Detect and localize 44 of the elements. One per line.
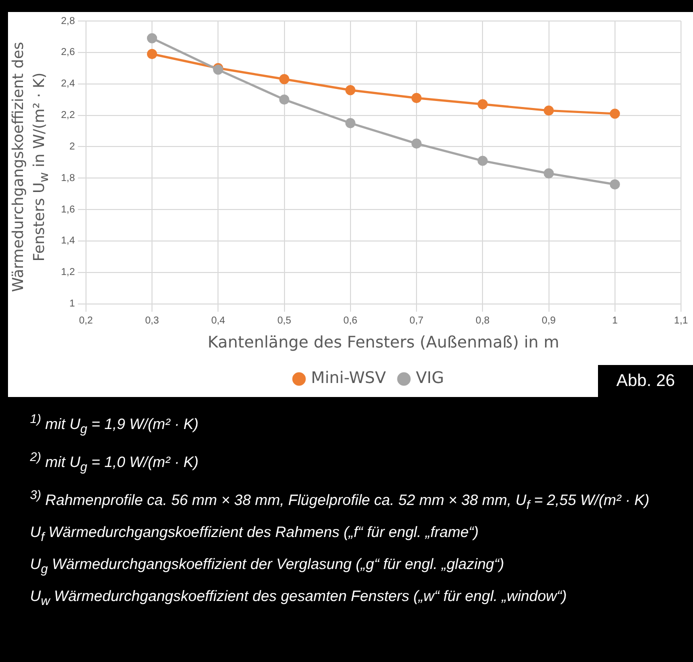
legend-label: Mini-WSV <box>311 368 386 388</box>
y-tick-label: 2,8 <box>60 16 76 27</box>
point <box>146 33 158 44</box>
point <box>610 108 620 119</box>
caption: Abb. 26 <box>598 365 693 397</box>
y-tick-label: 2,2 <box>60 110 76 122</box>
x-tick-label: 0,6 <box>343 316 358 327</box>
x-tick-label: 0,3 <box>145 316 160 327</box>
y-tick-label: 1,2 <box>60 267 76 278</box>
point <box>411 138 422 149</box>
y-tick-label: 1,8 <box>60 172 76 184</box>
x-tick-label: 0,8 <box>476 316 490 327</box>
legend-label: VIG <box>416 368 444 388</box>
point <box>544 168 554 178</box>
text: U$_{w}$ Wärmedurchgangskoeffizient des gesamten Fensters („w“ für engl. „window“) <box>30 587 568 610</box>
point <box>478 99 488 110</box>
text: $^{2)}$ mit U$_{g}$ = 1,0 W/(m² · K) <box>30 449 200 476</box>
point <box>610 179 620 190</box>
y-tick-label: 1,4 <box>60 236 76 247</box>
text: U$_{f}$ Wärmedurchgangskoeffizient des Rahmens („f“ für engl. „frame“) <box>30 523 480 546</box>
point <box>279 74 290 84</box>
point <box>478 156 488 166</box>
x-tick-label: 0,7 <box>410 316 424 327</box>
point <box>279 94 290 105</box>
x-tick-label: 1,1 <box>674 316 688 327</box>
y-tick-label: 2 <box>69 141 76 152</box>
text: $^{1)}$ mit U$_{g}$ = 1,9 W/(m² · K) <box>30 411 200 438</box>
text: U$_{g}$ Wärmedurchgangskoeffizient der Verglasung („g“ für engl. „glazing“) <box>30 555 506 578</box>
x-tick-label: 0,2 <box>78 316 94 327</box>
y-tick-label: 1,6 <box>60 204 76 216</box>
y-tick-label: 2,6 <box>60 47 76 58</box>
point <box>146 48 158 60</box>
text: $^{3)}$ Rahmenprofile ca. 56 mm × 38 mm, Flügelprofile ca. 52 mm × 38 mm, U$_{f}$ = 2,55 W/(m² · K) <box>30 487 650 514</box>
x-tick-label: 0,9 <box>542 316 556 327</box>
x-axis-title: Kantenlänge des Fensters (Außenmaß) in m <box>208 332 560 352</box>
x-tick-label: 0,4 <box>211 316 226 327</box>
point <box>544 105 554 116</box>
y-tick-label: 2,4 <box>60 78 76 90</box>
y-tick-label: 1 <box>69 298 76 310</box>
point <box>411 92 422 104</box>
x-tick-label: 0,5 <box>277 316 292 327</box>
x-tick-label: 1 <box>612 316 618 327</box>
point <box>345 85 356 96</box>
point <box>345 118 356 128</box>
